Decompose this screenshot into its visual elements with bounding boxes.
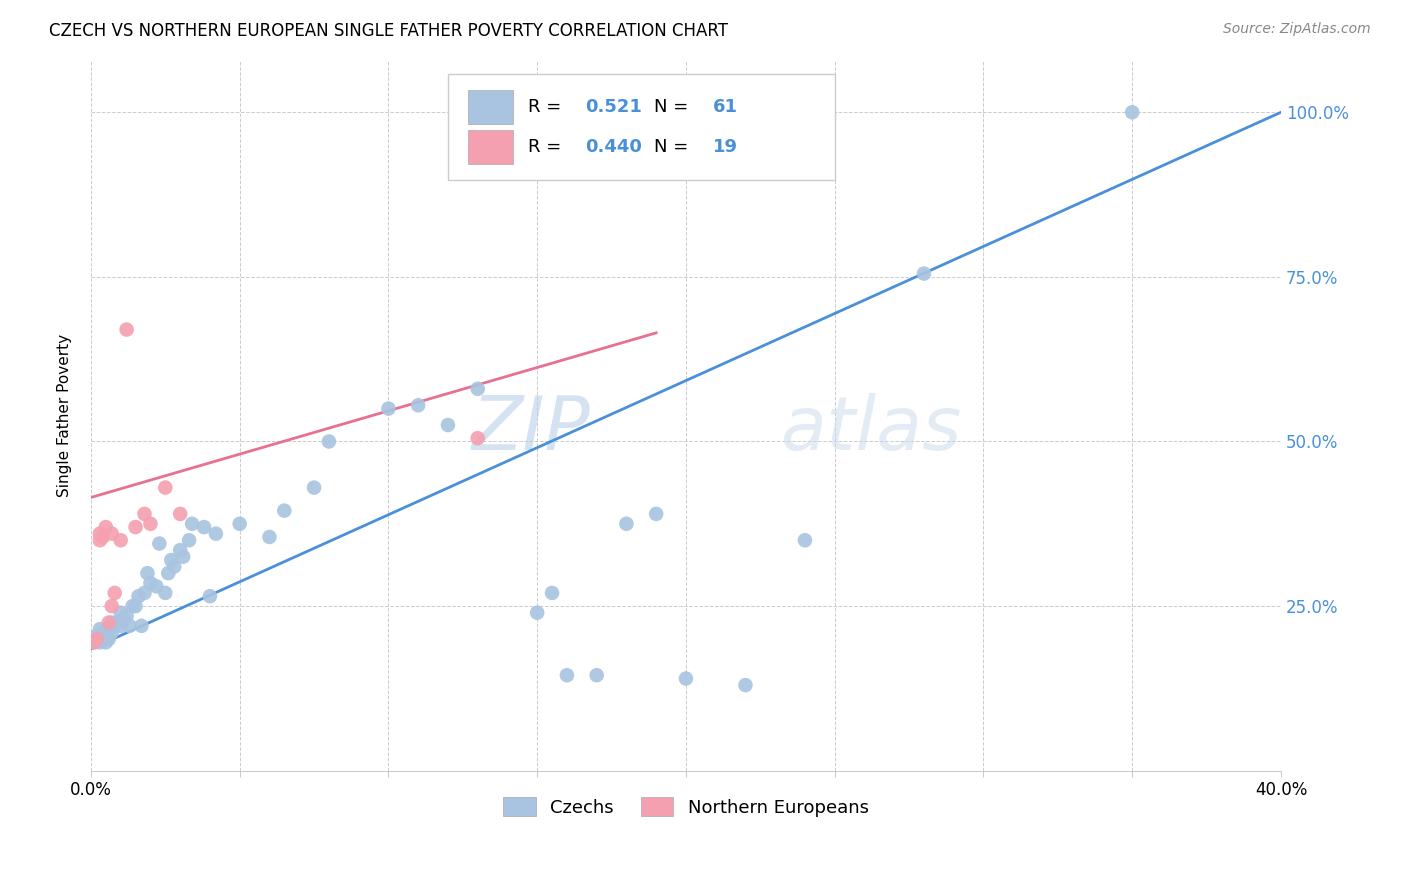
Point [198, 589, 221, 603]
Point [94, 629, 117, 643]
FancyBboxPatch shape [468, 130, 513, 164]
Point [112, 612, 135, 626]
Point [172, 549, 194, 564]
Point [136, 566, 159, 581]
Point [91, 530, 114, 544]
Point [600, 105, 623, 120]
Point [89, 533, 111, 548]
Point [675, 672, 697, 686]
Point [302, 481, 325, 495]
Point [104, 619, 127, 633]
Point [118, 619, 141, 633]
FancyBboxPatch shape [449, 74, 835, 180]
Point [134, 586, 156, 600]
Point [157, 566, 180, 581]
Text: 0.521: 0.521 [585, 98, 641, 116]
Text: Source: ZipAtlas.com: Source: ZipAtlas.com [1223, 22, 1371, 37]
Point [193, 520, 215, 534]
Point [406, 398, 429, 412]
Point [97, 615, 120, 630]
Point [273, 503, 295, 517]
Point [89, 635, 111, 649]
Text: N =: N = [654, 98, 693, 116]
Point [115, 609, 138, 624]
Point [555, 668, 578, 682]
Point [1121, 105, 1143, 120]
Point [97, 622, 120, 636]
Point [128, 589, 150, 603]
Point [110, 533, 132, 548]
Point [89, 526, 111, 541]
Point [585, 668, 607, 682]
Point [100, 625, 122, 640]
Point [100, 599, 122, 613]
Point [139, 516, 162, 531]
Point [124, 520, 146, 534]
Point [160, 553, 183, 567]
Point [121, 599, 143, 613]
Text: atlas: atlas [782, 393, 963, 466]
Text: R =: R = [527, 138, 567, 156]
Point [91, 625, 114, 640]
Text: R =: R = [527, 98, 567, 116]
Point [104, 586, 127, 600]
Point [437, 417, 460, 432]
Point [94, 625, 117, 640]
Point [134, 507, 156, 521]
Point [115, 322, 138, 336]
Point [97, 632, 120, 646]
Text: 61: 61 [713, 98, 738, 116]
Point [131, 619, 153, 633]
Point [467, 431, 489, 445]
Point [86, 632, 108, 646]
Point [179, 533, 201, 548]
Point [145, 579, 167, 593]
Point [163, 559, 186, 574]
Point [181, 516, 204, 531]
Point [107, 615, 129, 630]
Point [318, 434, 340, 449]
Point [86, 632, 108, 646]
Point [148, 536, 170, 550]
Text: 19: 19 [713, 138, 738, 156]
Point [100, 615, 122, 630]
Point [526, 606, 548, 620]
Point [645, 507, 668, 521]
Point [912, 267, 935, 281]
Point [100, 526, 122, 541]
Text: N =: N = [654, 138, 693, 156]
Point [228, 516, 250, 531]
Point [377, 401, 399, 416]
Point [467, 382, 489, 396]
Point [205, 526, 228, 541]
Legend: Czechs, Northern Europeans: Czechs, Northern Europeans [494, 789, 877, 826]
Point [259, 530, 281, 544]
Point [86, 629, 108, 643]
Point [89, 622, 111, 636]
Point [541, 586, 564, 600]
Text: 0.440: 0.440 [585, 138, 641, 156]
Point [169, 543, 191, 558]
Text: CZECH VS NORTHERN EUROPEAN SINGLE FATHER POVERTY CORRELATION CHART: CZECH VS NORTHERN EUROPEAN SINGLE FATHER… [49, 22, 728, 40]
Point [124, 599, 146, 613]
Text: ZIP: ZIP [472, 393, 591, 466]
Y-axis label: Single Father Poverty: Single Father Poverty [58, 334, 72, 497]
Point [94, 520, 117, 534]
Point [83, 635, 105, 649]
Point [734, 678, 756, 692]
Point [155, 586, 177, 600]
Point [83, 635, 105, 649]
Point [169, 507, 191, 521]
Point [91, 632, 114, 646]
Point [794, 533, 817, 548]
Point [110, 606, 132, 620]
Point [139, 576, 162, 591]
Point [94, 635, 117, 649]
FancyBboxPatch shape [468, 90, 513, 124]
Point [110, 619, 132, 633]
Point [616, 516, 638, 531]
Point [155, 481, 177, 495]
